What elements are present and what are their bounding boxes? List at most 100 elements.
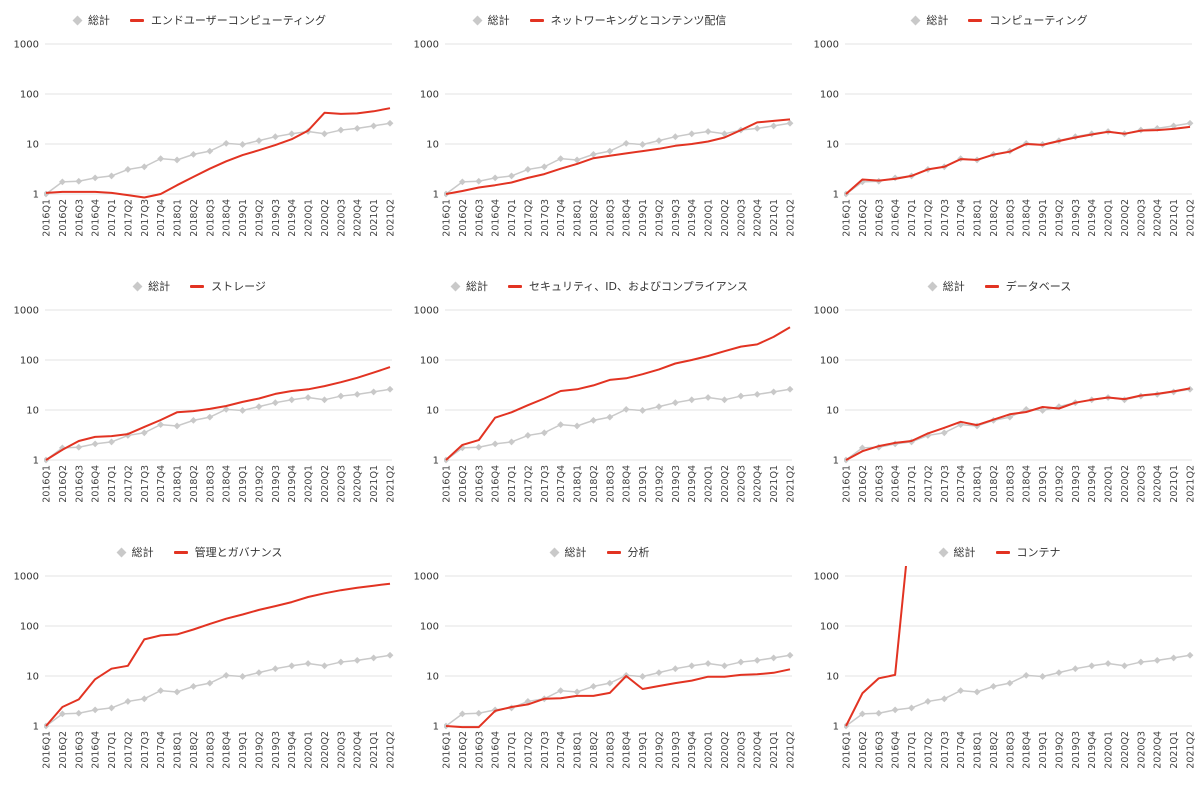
total-data-point	[1071, 665, 1079, 673]
y-tick-label: 10	[826, 406, 839, 417]
x-tick-label: 2017Q4	[956, 199, 967, 237]
x-tick-label: 2019Q4	[1087, 731, 1098, 769]
x-tick-label: 2019Q4	[687, 199, 698, 237]
legend-item-category[interactable]: コンピューティング	[968, 12, 1088, 28]
total-data-point	[1006, 679, 1014, 687]
legend-category-label: セキュリティ、ID、およびコンプライアンス	[528, 280, 749, 293]
y-tick-label: 1	[33, 190, 39, 201]
y-tick-label: 1	[833, 722, 839, 733]
y-tick-label: 10	[426, 406, 439, 417]
legend-item-total[interactable]: 総計	[927, 278, 965, 294]
legend-item-category[interactable]: 分析	[606, 544, 650, 560]
total-data-point	[1055, 669, 1063, 676]
legend-item-category[interactable]: 管理とガバナンス	[173, 544, 282, 560]
legend-item-total[interactable]: 総計	[549, 544, 587, 560]
total-diamond-icon	[927, 281, 938, 291]
x-axis-labels: 2016Q1 2016Q2 2016Q3 2016Q4 2017Q1 2017Q2 2017…	[42, 199, 397, 237]
total-data-point	[239, 673, 246, 680]
total-data-point	[721, 662, 728, 670]
legend-item-category[interactable]: ストレージ	[190, 278, 266, 294]
total-data-point	[222, 671, 230, 679]
x-tick-label: 2016Q2	[458, 199, 469, 237]
legend-item-category[interactable]: セキュリティ、ID、およびコンプライアンス	[507, 278, 749, 294]
total-data-point	[255, 403, 263, 410]
gridlines	[845, 43, 1192, 195]
category-series-line	[845, 125, 1191, 195]
total-diamond-icon	[472, 15, 483, 25]
total-data-point	[491, 174, 499, 182]
x-tick-label: 2019Q2	[1054, 465, 1065, 503]
legend-item-total[interactable]: 総計	[450, 278, 488, 294]
total-data-point	[557, 421, 565, 429]
y-tick-label: 10	[26, 672, 39, 683]
x-tick-label: 2016Q3	[74, 731, 85, 769]
x-tick-label: 2018Q4	[222, 731, 233, 769]
x-tick-label: 2019Q2	[1054, 199, 1065, 237]
total-data-point	[58, 710, 66, 718]
x-tick-label: 2017Q2	[123, 199, 134, 237]
y-tick-label: 1000	[414, 306, 439, 317]
total-data-point	[671, 399, 679, 407]
legend-item-total[interactable]: 総計	[938, 544, 976, 560]
legend-item-total[interactable]: 総計	[472, 12, 510, 28]
x-tick-label: 2021Q1	[769, 199, 780, 237]
total-data-point	[573, 422, 581, 430]
x-tick-label: 2017Q1	[907, 731, 918, 769]
x-tick-label: 2018Q3	[1005, 199, 1016, 237]
total-data-point	[75, 709, 83, 717]
x-tick-label: 2018Q3	[605, 465, 616, 503]
legend-item-total[interactable]: 総計	[132, 278, 171, 294]
y-axis-labels: 1 10 100 1000	[14, 572, 39, 733]
legend-item-category[interactable]: ネットワーキングとコンテンツ配信	[529, 12, 726, 28]
x-tick-label: 2018Q4	[222, 199, 233, 237]
y-tick-label: 1	[833, 456, 839, 467]
x-tick-label: 2016Q3	[874, 731, 885, 769]
legend-item-total[interactable]: 総計	[116, 544, 154, 560]
legend-category-label: データベース	[1005, 280, 1072, 293]
y-tick-label: 10	[426, 672, 439, 683]
x-tick-label: 2020Q2	[720, 465, 731, 503]
legend-item-category[interactable]: データベース	[984, 278, 1072, 294]
x-tick-label: 2018Q4	[622, 199, 633, 237]
x-tick-label: 2017Q3	[540, 731, 551, 769]
total-data-point	[1022, 671, 1030, 679]
x-tick-label: 2017Q1	[107, 731, 118, 769]
total-data-point	[304, 394, 312, 401]
x-tick-label: 2016Q3	[474, 731, 485, 769]
x-tick-label: 2021Q1	[1169, 731, 1180, 769]
x-tick-label: 2018Q2	[189, 199, 200, 237]
y-axis-labels: 1 10 100 1000	[814, 306, 839, 467]
legend-total-label: 総計	[953, 546, 976, 559]
total-data-point	[370, 122, 378, 130]
y-tick-label: 100	[20, 356, 39, 367]
x-tick-label: 2021Q1	[769, 731, 780, 769]
x-tick-label: 2018Q2	[589, 731, 600, 769]
category-series-line	[45, 366, 391, 461]
total-data-point	[940, 695, 948, 703]
x-tick-label: 2017Q2	[923, 465, 934, 503]
category-series-line	[445, 326, 791, 461]
legend-total-label: 総計	[148, 280, 171, 293]
total-data-point	[721, 130, 728, 138]
total-data-point	[940, 429, 948, 437]
total-data-point	[688, 662, 696, 670]
x-tick-label: 2016Q1	[442, 199, 453, 237]
legend-item-category[interactable]: エンドユーザーコンピューティング	[129, 12, 326, 28]
x-tick-label: 2016Q1	[42, 199, 53, 237]
x-tick-label: 2017Q2	[523, 731, 534, 769]
x-tick-label: 2020Q1	[304, 465, 315, 503]
x-tick-label: 2021Q2	[786, 199, 797, 237]
total-data-point	[157, 687, 165, 695]
legend-item-total[interactable]: 総計	[72, 12, 110, 28]
x-tick-label: 2021Q1	[369, 465, 380, 503]
total-data-point	[875, 443, 883, 451]
total-data-point	[75, 443, 83, 451]
x-tick-label: 2020Q1	[1104, 465, 1115, 503]
chart-canvas: 1 10 100 1000 2016Q1 2016Q2 2016Q3 2016Q4 2017Q1…	[414, 306, 797, 503]
x-tick-label: 2016Q4	[491, 731, 502, 769]
legend-item-total[interactable]: 総計	[910, 12, 948, 28]
total-data-point	[590, 416, 597, 424]
x-tick-label: 2020Q3	[336, 465, 347, 503]
legend-item-category[interactable]: コンテナ	[995, 544, 1061, 560]
